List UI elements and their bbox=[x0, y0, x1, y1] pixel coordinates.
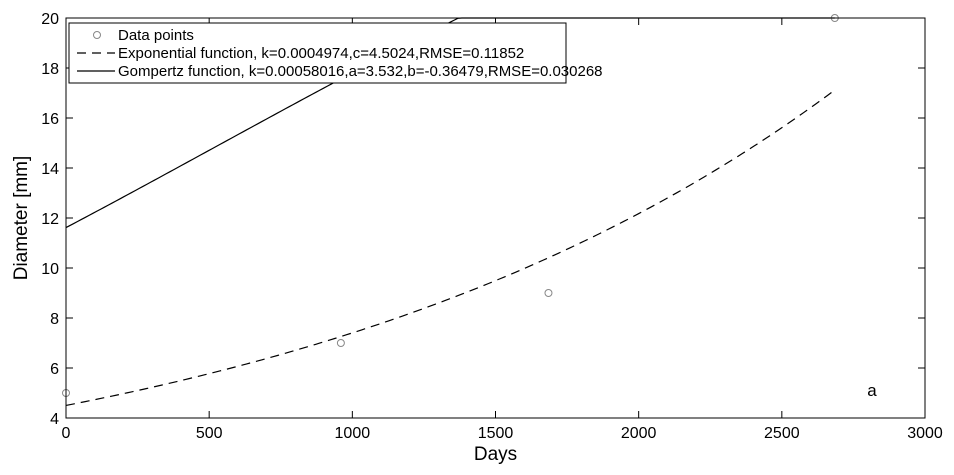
data-point bbox=[336, 339, 345, 347]
y-tick-label: 10 bbox=[41, 261, 59, 278]
x-tick-label: 500 bbox=[196, 425, 223, 442]
x-tick-label: 1500 bbox=[478, 425, 514, 442]
y-axis-label: Diameter [mm] bbox=[11, 156, 32, 281]
y-tick-label: 12 bbox=[41, 211, 59, 228]
y-tick-label: 6 bbox=[50, 361, 59, 378]
y-tick-label: 14 bbox=[41, 161, 59, 178]
x-tick-label: 3000 bbox=[907, 425, 943, 442]
legend-label-data-points: Data points bbox=[118, 27, 194, 44]
panel-label: a bbox=[867, 381, 877, 400]
y-tick-label: 18 bbox=[41, 61, 59, 78]
data-point bbox=[544, 289, 553, 297]
series-line-exponential bbox=[65, 89, 836, 407]
y-tick-label: 20 bbox=[41, 11, 59, 28]
x-tick-label: 1000 bbox=[335, 425, 371, 442]
legend-label-exponential: Exponential function, k=0.0004974,c=4.50… bbox=[118, 45, 524, 62]
tick-layer: 0 500 1000 1500 2000 2500 3000 4 6 8 10 12 14 16 18 20 bbox=[41, 11, 943, 442]
y-tick-label: 16 bbox=[41, 111, 59, 128]
legend-marker-data-points bbox=[93, 31, 101, 39]
legend: Data points Exponential function, k=0.00… bbox=[68, 22, 603, 84]
x-axis-label: Days bbox=[474, 444, 517, 465]
legend-label-gompertz: Gompertz function, k=0.00058016,a=3.532,… bbox=[118, 63, 603, 80]
legend-box bbox=[68, 22, 567, 84]
y-tick-label: 4 bbox=[50, 411, 59, 428]
y-tick-label: 8 bbox=[50, 311, 59, 328]
x-tick-label: 2500 bbox=[764, 425, 800, 442]
x-tick-label: 0 bbox=[62, 425, 71, 442]
x-tick-label: 2000 bbox=[621, 425, 657, 442]
